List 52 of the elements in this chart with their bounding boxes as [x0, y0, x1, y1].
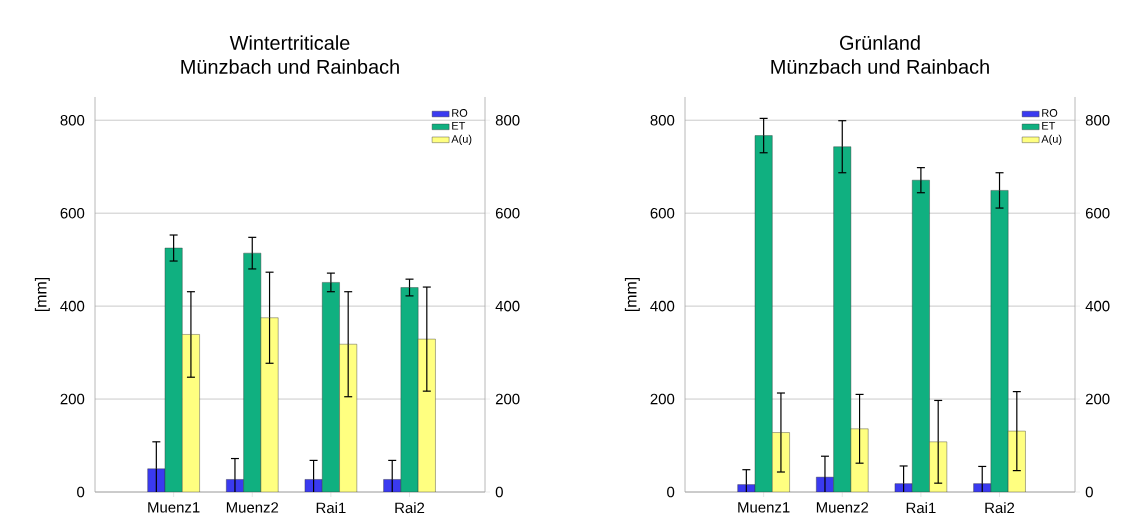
- bar: [260, 317, 279, 492]
- y2-tick-label: 400: [495, 300, 520, 312]
- bar: [833, 146, 852, 492]
- y-axis-title: [mm]: [624, 277, 640, 312]
- y-tick-label: 200: [60, 393, 85, 405]
- legend-label: RO: [1042, 109, 1058, 117]
- x-tick-label: Rai2: [395, 502, 425, 514]
- bar: [417, 338, 436, 492]
- legend-label: RO: [452, 109, 468, 117]
- y-tick-label: 600: [650, 207, 675, 219]
- chart-title: Grünland: [840, 35, 920, 50]
- bar: [164, 247, 183, 492]
- legend-label: ET: [1042, 121, 1056, 130]
- bar: [400, 287, 419, 492]
- bar: [339, 344, 358, 492]
- y2-tick-label: 400: [1085, 300, 1110, 312]
- chart-subtitle: Münzbach und Rainbach: [771, 59, 989, 74]
- y2-tick-label: 200: [1085, 393, 1110, 405]
- legend-label: A(u): [1041, 134, 1062, 145]
- y2-tick-label: 200: [495, 393, 520, 405]
- x-tick-label: Muenz1: [738, 502, 790, 513]
- bar: [182, 334, 200, 492]
- x-tick-label: Rai1: [906, 502, 936, 514]
- y2-tick-label: 600: [1085, 207, 1110, 219]
- chart-subtitle: Münzbach und Rainbach: [181, 59, 399, 74]
- x-tick-label: Muenz2: [226, 502, 279, 513]
- x-tick-label: Muenz1: [148, 502, 200, 513]
- legend-label: ET: [452, 121, 466, 130]
- y2-tick-label: 600: [495, 207, 520, 219]
- bar: [912, 179, 930, 492]
- y-axis-title: [mm]: [34, 277, 50, 312]
- y-tick-label: 0: [77, 486, 85, 498]
- x-tick-label: Muenz2: [816, 502, 869, 513]
- chart-title: Wintertriticale: [229, 35, 350, 50]
- bar: [243, 252, 262, 492]
- y2-tick-label: 800: [495, 114, 520, 126]
- y-tick-label: 600: [60, 207, 85, 219]
- y2-tick-label: 800: [1085, 114, 1110, 126]
- y-tick-label: 0: [667, 486, 675, 498]
- y2-tick-label: 0: [1085, 486, 1093, 498]
- y-tick-label: 400: [650, 300, 675, 312]
- bar: [754, 135, 773, 492]
- x-tick-label: Rai2: [985, 502, 1015, 514]
- y-tick-label: 800: [650, 114, 675, 126]
- legend-label: A(u): [451, 134, 472, 145]
- bar: [990, 190, 1009, 492]
- y-tick-label: 400: [60, 300, 85, 312]
- bar: [322, 282, 340, 492]
- y-tick-label: 800: [60, 114, 85, 126]
- x-tick-label: Rai1: [316, 502, 346, 514]
- y-tick-label: 200: [650, 393, 675, 405]
- y2-tick-label: 0: [495, 486, 503, 498]
